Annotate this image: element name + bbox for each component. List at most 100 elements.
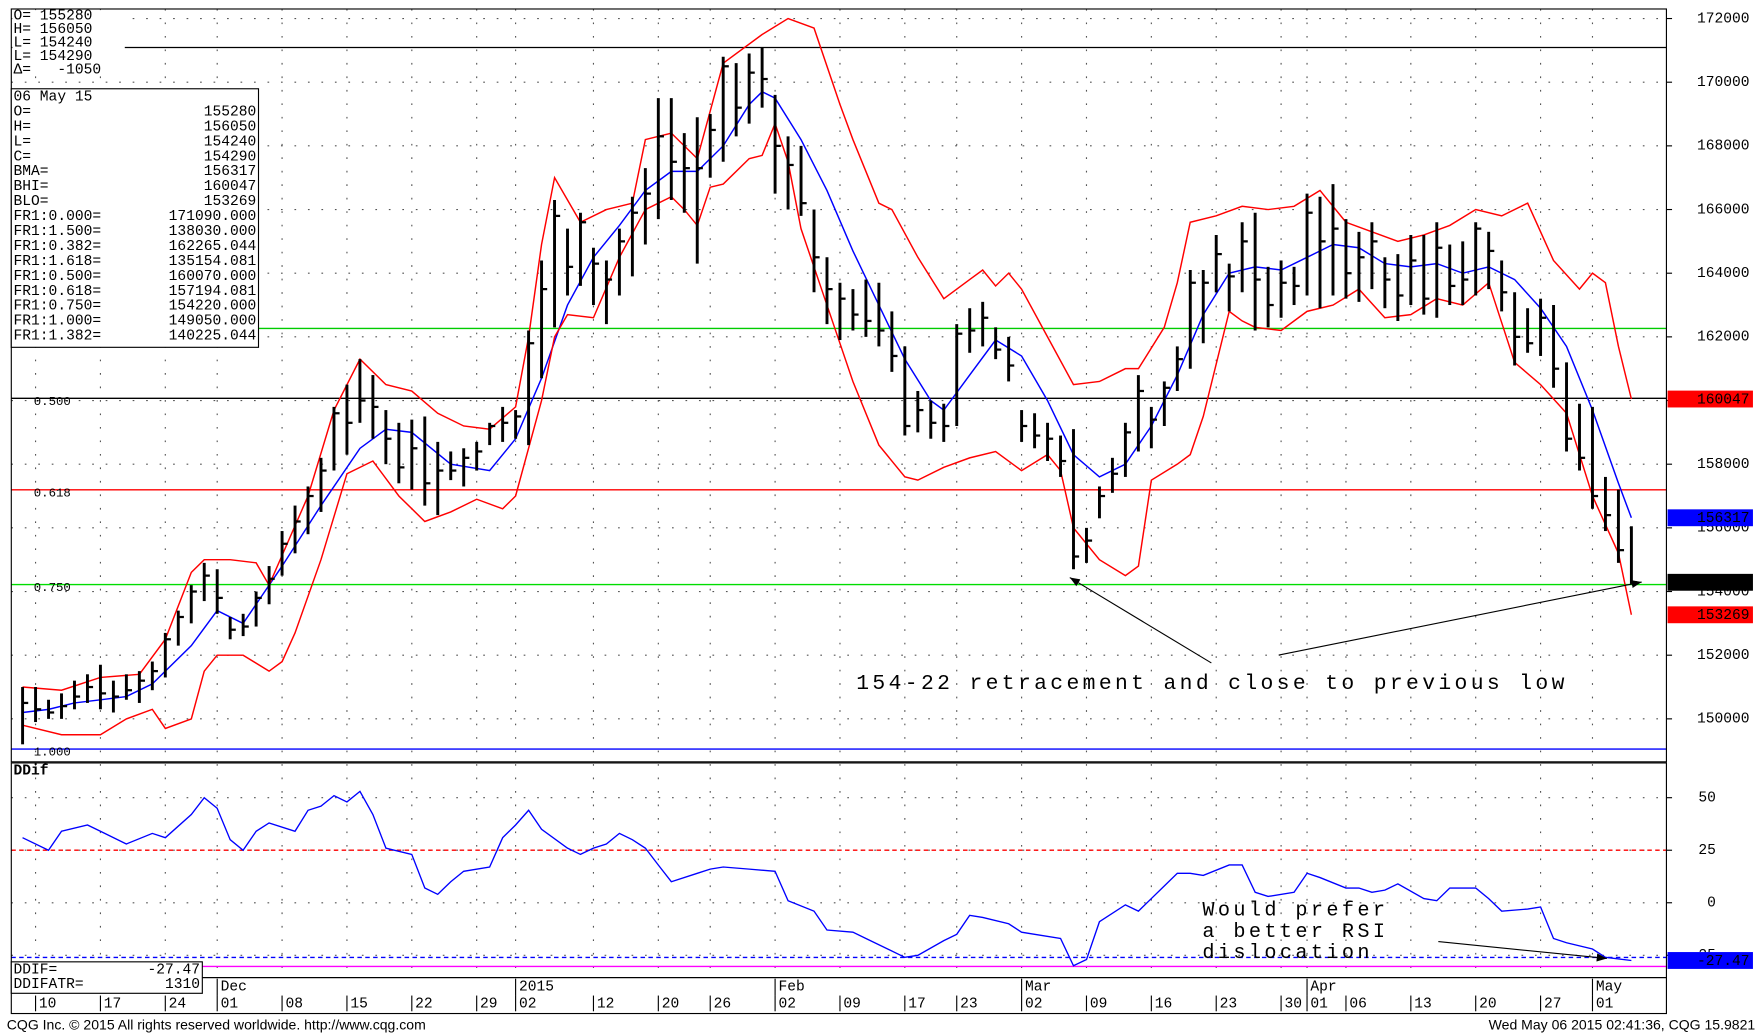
header-bg (12, 10, 125, 76)
x-tick-label: 01 (1596, 996, 1614, 1012)
price-marker (1667, 606, 1753, 624)
x-tick-label: 09 (843, 996, 861, 1012)
price-marker (1667, 509, 1753, 527)
readout-value: 1310 (165, 977, 200, 993)
level-label: 0.750 (34, 581, 71, 595)
readout-label: DDIFATR= (14, 977, 84, 993)
fib-value: 171090.000 (169, 209, 257, 225)
fib-label: FR1:0.500= (14, 269, 102, 285)
y-tick-label: 152000 (1697, 648, 1750, 664)
header-line: H= 156050 (14, 22, 93, 38)
month-label: May (1596, 979, 1623, 995)
info-value: 154240 (204, 134, 257, 150)
fib-value: 135154.081 (169, 254, 257, 270)
fib-label: FR1:0.000= (14, 209, 102, 225)
fib-value: 157194.081 (169, 284, 257, 300)
x-tick-label: 06 (1349, 996, 1367, 1012)
x-tick-label: 13 (1414, 996, 1432, 1012)
value-marker-label: -27.47 (1697, 954, 1750, 970)
price-marker-label: 160047 (1697, 392, 1750, 408)
y-tick-label: 0 (1707, 896, 1716, 912)
arrow (1278, 580, 1642, 656)
price-marker-label: 154290 (1697, 576, 1750, 592)
annotation: 154-22 retracement and close to previous… (856, 672, 1567, 696)
fib-value: 162265.044 (169, 239, 257, 255)
fib-label: FR1:1.382= (14, 329, 102, 345)
x-tick-label: 10 (39, 996, 57, 1012)
info-title: 06 May 15 (14, 89, 93, 105)
x-tick-label: 01 (1310, 996, 1328, 1012)
x-tick-label: 12 (597, 996, 615, 1012)
fib-label: FR1:0.382= (14, 239, 102, 255)
y-tick-label: 158000 (1697, 457, 1750, 473)
x-tick-label: 23 (1220, 996, 1238, 1012)
y-tick-label: 162000 (1697, 330, 1750, 346)
x-tick-label: 17 (104, 996, 122, 1012)
level-label: 0.618 (34, 486, 71, 500)
y-tick-label: 25 (1698, 843, 1716, 859)
month-label: 2015 (519, 979, 554, 995)
x-tick-label: 29 (480, 996, 498, 1012)
panel-title: DDif (14, 764, 49, 780)
readout-box (10, 961, 203, 994)
x-tick-label: 23 (960, 996, 978, 1012)
annotation: dislocation (1202, 942, 1373, 965)
info-label: BHI= (14, 179, 49, 195)
price-marker-label: 156317 (1697, 511, 1750, 527)
fib-label: FR1:0.618= (14, 284, 102, 300)
level-label: 1.000 (34, 746, 71, 760)
readout-label: DDIF= (14, 963, 58, 979)
header-line: L= 154240 (14, 36, 93, 52)
fib-value: 138030.000 (169, 224, 257, 240)
x-tick-label: 16 (1155, 996, 1173, 1012)
footer-left: CQG Inc. © 2015 All rights reserved worl… (7, 1017, 426, 1033)
y-tick-label: 170000 (1697, 75, 1750, 91)
x-tick-label: 08 (285, 996, 303, 1012)
y-tick-label: 172000 (1697, 11, 1750, 27)
y-tick-label: 150000 (1697, 712, 1750, 728)
x-tick-label: 30 (1284, 996, 1302, 1012)
x-tick-label: 26 (714, 996, 732, 1012)
y-tick-label: 164000 (1697, 266, 1750, 282)
info-box (10, 88, 260, 348)
arrow (1438, 941, 1607, 962)
plot-layer: 0.500 0.618 0.750 1.000 (11, 8, 1667, 978)
readout-value: -27.47 (148, 963, 201, 979)
main-panel-frame (10, 8, 1667, 763)
month-label: Apr (1310, 979, 1336, 995)
y-tick-label: 50 (1698, 791, 1716, 807)
x-tick-label: 01 (221, 996, 239, 1012)
month-label: Mar (1025, 979, 1051, 995)
x-tick-label: 20 (662, 996, 680, 1012)
date-axis-frame (10, 977, 1667, 1015)
info-value: 153269 (204, 194, 257, 210)
fib-value: 154220.000 (169, 299, 257, 315)
month-label: Feb (778, 979, 804, 995)
x-tick-label: 22 (415, 996, 433, 1012)
info-value: 156317 (204, 164, 257, 180)
x-tick-label: 02 (1025, 996, 1043, 1012)
price-marker-label: 153269 (1697, 608, 1750, 624)
info-label: C= (14, 149, 32, 165)
band-line (22, 121, 1633, 736)
level-label: 0.500 (34, 395, 71, 409)
fib-label: FR1:0.750= (14, 299, 102, 315)
info-label: L= (14, 134, 32, 150)
footer-right: Wed May 06 2015 02:41:36, CQG 15.9821 (1489, 1017, 1756, 1033)
arrow (1069, 577, 1212, 664)
info-value: 160047 (204, 179, 257, 195)
price-marker (1667, 573, 1753, 591)
x-tick-label: 02 (778, 996, 796, 1012)
price-marker (1667, 390, 1753, 408)
x-tick-label: 02 (519, 996, 537, 1012)
ddif-line (22, 790, 1632, 967)
x-tick-label: 17 (908, 996, 926, 1012)
month-label: Dec (221, 979, 247, 995)
fib-label: FR1:1.618= (14, 254, 102, 270)
x-tick-label: 09 (1090, 996, 1108, 1012)
band-line (22, 90, 1633, 714)
x-tick-label: 24 (169, 996, 187, 1012)
info-label: BMA= (14, 164, 49, 180)
header-line: Δ= -1050 (14, 63, 102, 79)
